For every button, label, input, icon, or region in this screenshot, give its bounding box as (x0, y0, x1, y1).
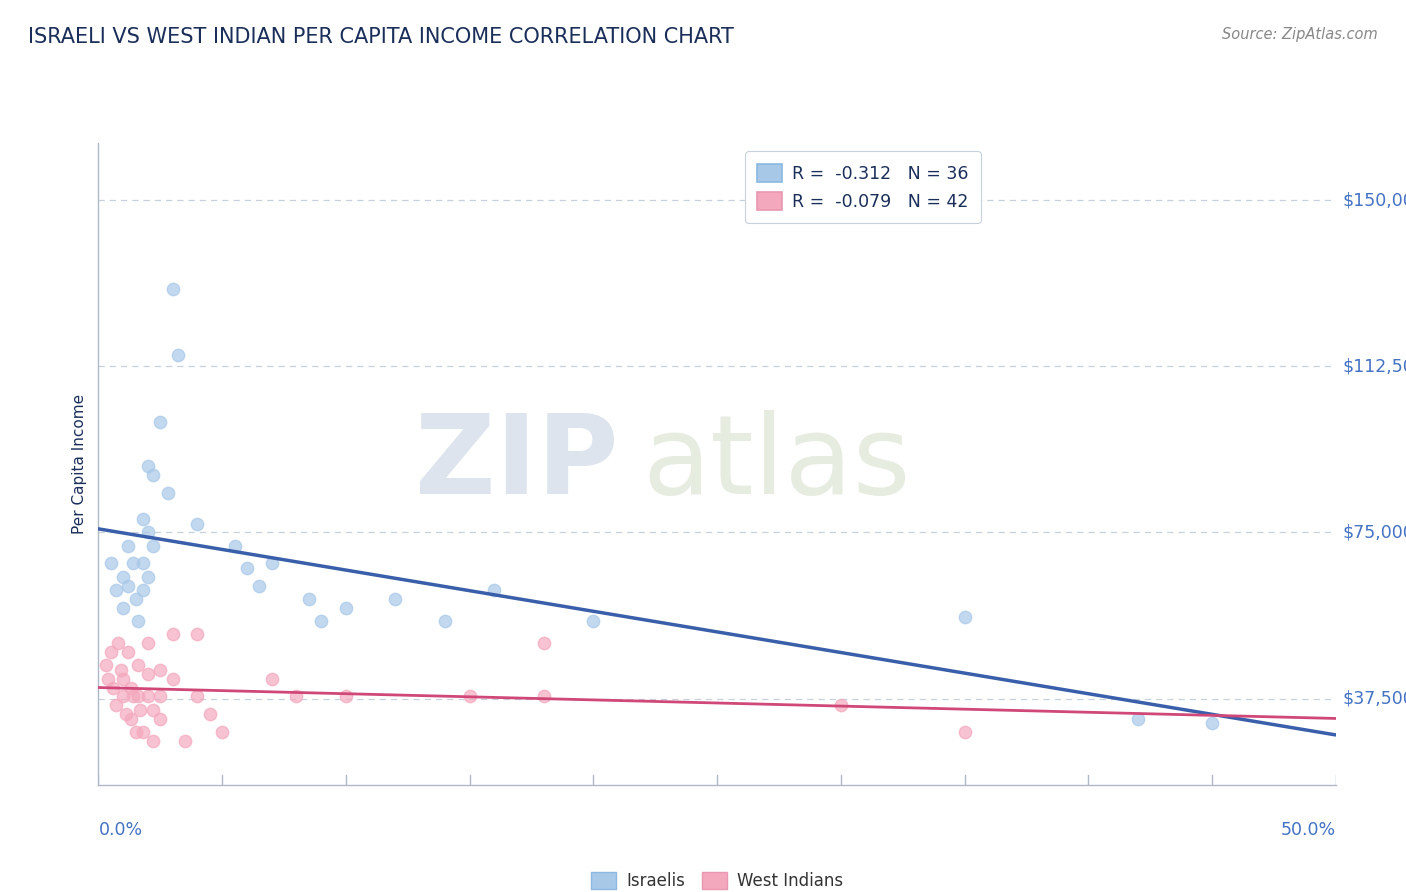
Point (142, 467, 165, 482)
Point (97, 672, 120, 686)
Point (136, 636, 159, 650)
Point (124, 591, 146, 606)
Text: 0.0%: 0.0% (98, 821, 142, 838)
Point (149, 415, 172, 429)
Point (211, 724, 233, 739)
Point (107, 636, 129, 650)
Point (112, 672, 135, 686)
Point (120, 681, 142, 695)
Point (186, 627, 208, 641)
Text: $75,000: $75,000 (1343, 524, 1406, 541)
Point (129, 703, 152, 717)
Point (830, 698, 852, 713)
Point (104, 698, 127, 713)
Point (127, 658, 149, 673)
Point (1126, 712, 1149, 726)
Point (117, 645, 139, 659)
Point (132, 512, 155, 526)
Point (458, 690, 481, 704)
Point (149, 663, 172, 677)
Point (298, 591, 321, 606)
Point (198, 707, 221, 722)
Point (247, 579, 270, 593)
Point (156, 485, 179, 500)
Point (136, 690, 159, 704)
Point (285, 690, 308, 704)
Point (112, 690, 135, 704)
Point (120, 712, 142, 726)
Text: $37,500: $37,500 (1343, 690, 1406, 707)
Point (136, 570, 159, 584)
Y-axis label: Per Capita Income: Per Capita Income (72, 393, 87, 534)
Point (142, 703, 165, 717)
Point (384, 591, 406, 606)
Text: atlas: atlas (643, 410, 911, 517)
Point (260, 557, 283, 571)
Text: $112,500: $112,500 (1343, 358, 1406, 376)
Point (117, 539, 139, 553)
Point (1201, 715, 1223, 730)
Text: $150,000: $150,000 (1343, 191, 1406, 210)
Point (124, 724, 146, 739)
Point (103, 681, 125, 695)
Point (174, 733, 197, 747)
Point (953, 724, 976, 739)
Point (114, 707, 136, 722)
Point (142, 539, 165, 553)
Point (149, 690, 172, 704)
Text: Source: ZipAtlas.com: Source: ZipAtlas.com (1222, 27, 1378, 42)
Point (112, 600, 135, 615)
Point (433, 614, 456, 628)
Point (110, 663, 132, 677)
Point (236, 561, 259, 575)
Point (117, 579, 139, 593)
Point (162, 627, 184, 641)
Text: ZIP: ZIP (415, 410, 619, 517)
Point (309, 614, 332, 628)
Point (335, 690, 357, 704)
Point (132, 583, 155, 598)
Point (100, 645, 122, 659)
Point (122, 690, 145, 704)
Point (127, 690, 149, 704)
Text: 50.0%: 50.0% (1281, 821, 1336, 838)
Point (484, 583, 506, 598)
Point (582, 614, 605, 628)
Point (149, 712, 172, 726)
Text: ISRAELI VS WEST INDIAN PER CAPITA INCOME CORRELATION CHART: ISRAELI VS WEST INDIAN PER CAPITA INCOME… (28, 27, 734, 46)
Legend: Israelis, West Indians: Israelis, West Indians (583, 864, 851, 892)
Point (533, 636, 555, 650)
Point (132, 557, 155, 571)
Point (162, 282, 184, 296)
Point (132, 724, 155, 739)
Point (94, 658, 117, 673)
Point (104, 583, 127, 598)
Point (122, 557, 145, 571)
Point (112, 570, 135, 584)
Point (953, 609, 976, 624)
Point (136, 667, 159, 681)
Point (142, 733, 165, 747)
Point (533, 690, 555, 704)
Point (335, 600, 357, 615)
Point (100, 557, 122, 571)
Point (186, 690, 208, 704)
Point (166, 348, 188, 362)
Point (127, 614, 149, 628)
Point (224, 539, 246, 553)
Point (186, 516, 208, 531)
Point (136, 525, 159, 540)
Point (162, 672, 184, 686)
Point (260, 672, 283, 686)
Point (136, 458, 159, 473)
